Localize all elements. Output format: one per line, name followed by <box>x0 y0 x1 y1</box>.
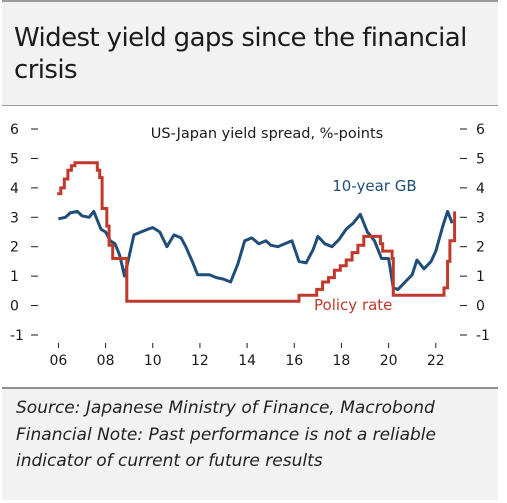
y-tick-label-right: -1 <box>476 328 490 344</box>
series-label-10-year-gb: 10-year GB <box>332 177 416 195</box>
x-tick-label: 06 <box>50 353 68 369</box>
x-tick-label: 22 <box>427 353 445 369</box>
annotation-layer: 10-year GB Policy rate <box>314 177 417 314</box>
y-tick-label-right: 6 <box>476 122 485 138</box>
y-tick-label-left: 5 <box>10 151 19 167</box>
line-chart: -1 -10 01 12 23 34 45 56 606 08 10 12 14 16 18 20 22 US-… <box>10 122 490 369</box>
chart-inner-title: US-Japan yield spread, %-points <box>151 126 383 142</box>
x-tick-label: 18 <box>333 353 351 369</box>
series-line-10-year-gb <box>58 209 454 291</box>
title-divider <box>2 105 498 106</box>
x-tick-label: 16 <box>285 353 303 369</box>
source-note: Source: Japanese Ministry of Finance, Ma… <box>16 398 436 471</box>
y-tick-label-left: -1 <box>10 328 24 344</box>
y-tick-label-left: 2 <box>10 240 19 256</box>
chart-axes: -1 -10 01 12 23 34 45 56 606 08 10 12 14 16 18 20 22 <box>10 122 490 369</box>
y-tick-label-left: 6 <box>10 122 19 138</box>
y-tick-label-left: 1 <box>10 269 19 285</box>
y-tick-label-left: 4 <box>10 181 19 197</box>
x-tick-label: 14 <box>238 353 256 369</box>
y-tick-label-right: 3 <box>476 210 485 226</box>
plot-panel: -1 -1 0 0 1 1 2 2 3 3 4 4 5 5 6 6 06 08 10 12 14 16 18 20 22 US-… <box>2 106 498 388</box>
x-tick-label: 10 <box>144 353 162 369</box>
plot-divider <box>2 387 498 389</box>
y-tick-label-right: 5 <box>476 151 485 167</box>
series-line-policy-rate <box>57 161 457 303</box>
series-label-policy-rate: Policy rate <box>314 296 392 314</box>
y-tick-label-left: 0 <box>10 299 19 315</box>
chart-card: Widest yield gaps since the financial cr… <box>2 0 498 500</box>
y-tick-label-right: 2 <box>476 240 485 256</box>
y-tick-label-right: 4 <box>476 181 485 197</box>
x-tick-label: 08 <box>97 353 115 369</box>
x-tick-label: 20 <box>380 353 398 369</box>
y-tick-label-left: 3 <box>10 210 19 226</box>
y-tick-label-right: 0 <box>476 299 485 315</box>
x-tick-label: 12 <box>191 353 209 369</box>
y-tick-label-right: 1 <box>476 269 485 285</box>
series-layer <box>57 161 457 303</box>
chart-title: Widest yield gaps since the financial cr… <box>14 23 467 85</box>
